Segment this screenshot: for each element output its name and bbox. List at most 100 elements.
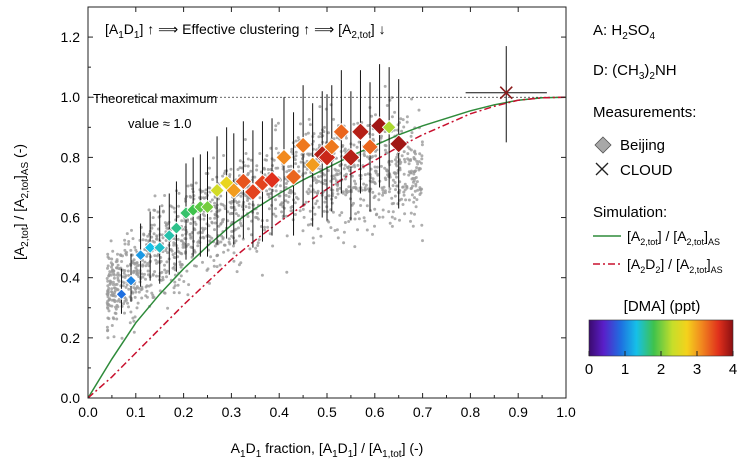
- x-axis-label: A1D1 fraction, [A1D1] / [A1,tot] (-): [231, 440, 424, 460]
- background-point: [154, 258, 158, 262]
- background-point: [161, 236, 165, 240]
- background-point: [289, 188, 293, 192]
- beijing-point: [143, 241, 157, 254]
- background-point: [309, 184, 313, 188]
- background-point: [420, 157, 424, 161]
- background-point: [164, 239, 168, 242]
- background-point: [147, 208, 151, 212]
- background-point: [409, 187, 413, 191]
- background-point: [360, 188, 364, 192]
- background-point: [324, 195, 328, 199]
- background-point: [230, 230, 234, 233]
- background-point: [210, 220, 214, 224]
- background-point: [352, 163, 356, 167]
- background-point: [380, 134, 383, 138]
- background-point: [185, 269, 189, 273]
- background-point: [134, 290, 138, 294]
- background-point: [294, 139, 298, 143]
- background-point: [363, 173, 367, 177]
- background-point: [415, 180, 419, 184]
- background-point: [289, 164, 293, 168]
- background-point: [317, 205, 321, 209]
- background-point: [308, 123, 312, 127]
- background-point: [297, 169, 301, 173]
- x-tick-label: 0.5: [317, 404, 337, 420]
- background-point: [193, 264, 196, 268]
- background-point: [412, 172, 416, 176]
- background-point: [173, 268, 177, 272]
- background-point: [123, 242, 127, 246]
- background-point: [146, 234, 150, 238]
- background-point: [239, 194, 243, 198]
- background-point: [155, 237, 159, 241]
- background-point: [183, 245, 187, 249]
- background-point: [314, 202, 318, 206]
- background-point: [152, 295, 156, 299]
- background-point: [312, 241, 316, 245]
- background-point: [137, 263, 141, 267]
- beijing-point: [115, 288, 128, 300]
- background-point: [318, 143, 321, 147]
- background-point: [342, 167, 346, 171]
- background-point: [246, 164, 250, 168]
- background-point: [165, 275, 168, 279]
- beijing-point: [284, 168, 303, 186]
- background-point: [417, 160, 421, 164]
- background-point: [123, 311, 126, 315]
- y-tick-label: 0.8: [61, 149, 81, 165]
- background-point: [125, 283, 129, 287]
- background-point: [137, 290, 141, 294]
- background-point: [213, 228, 216, 232]
- background-point: [109, 281, 112, 285]
- legend-cloud-marker: [595, 162, 609, 176]
- background-point: [338, 186, 342, 190]
- background-point: [317, 179, 321, 183]
- background-point: [230, 234, 234, 238]
- background-point: [110, 287, 114, 291]
- background-point: [270, 203, 273, 207]
- legend-species-d: D: (CH3)2NH: [593, 62, 677, 82]
- background-point: [372, 196, 376, 200]
- background-point: [202, 217, 206, 221]
- background-point: [413, 212, 416, 216]
- background-point: [371, 190, 375, 194]
- background-point: [419, 188, 423, 192]
- beijing-point: [209, 182, 225, 199]
- background-point: [385, 104, 389, 107]
- background-point: [165, 222, 169, 226]
- background-point: [216, 242, 220, 246]
- background-point: [144, 277, 147, 281]
- background-point: [256, 244, 260, 247]
- background-point: [112, 276, 116, 280]
- background-point: [409, 171, 413, 175]
- background-point: [415, 166, 419, 170]
- background-point: [293, 158, 297, 162]
- background-point: [387, 210, 391, 214]
- background-point: [132, 319, 136, 323]
- background-point: [393, 110, 397, 114]
- background-point: [306, 223, 310, 227]
- background-point: [274, 189, 278, 193]
- background-point: [188, 233, 192, 236]
- background-point: [402, 190, 406, 194]
- background-point: [384, 178, 388, 182]
- background-point: [179, 274, 183, 278]
- background-point: [299, 122, 302, 126]
- background-point: [338, 213, 342, 217]
- background-point: [150, 223, 154, 227]
- background-point: [221, 220, 224, 224]
- background-point: [255, 168, 259, 172]
- background-point: [357, 217, 361, 221]
- background-point: [255, 164, 259, 168]
- background-point: [354, 212, 358, 216]
- background-point: [116, 288, 120, 292]
- legend-measurements-title: Measurements:: [593, 104, 696, 121]
- background-point: [131, 291, 135, 295]
- background-point: [416, 162, 420, 166]
- background-point: [307, 117, 311, 121]
- background-point: [371, 232, 374, 236]
- background-point: [412, 150, 416, 154]
- background-point: [120, 260, 124, 263]
- background-point: [319, 234, 323, 238]
- background-point: [356, 163, 360, 167]
